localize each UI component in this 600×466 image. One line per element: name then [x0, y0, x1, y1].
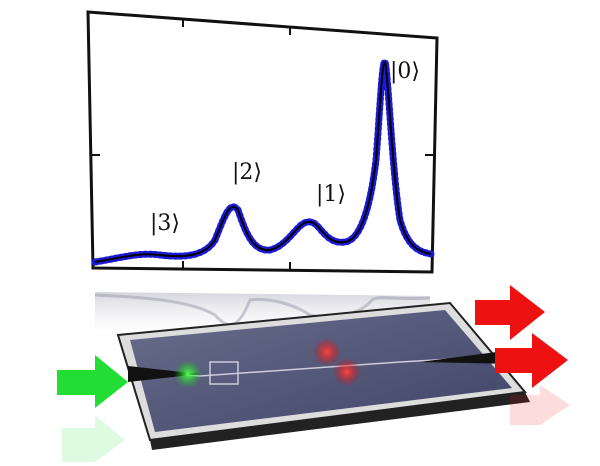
red-spot: [333, 358, 361, 386]
curve-reflection: [94, 293, 431, 327]
peak-label: |0⟩: [390, 59, 420, 84]
frame-ticks: [91, 19, 434, 270]
arrow-reflection: [62, 415, 125, 462]
arrow-reflection: [510, 385, 570, 425]
red-spot: [313, 338, 341, 366]
chip-edge: [150, 392, 530, 450]
output-arrow: [495, 333, 568, 388]
output-arrow: [475, 285, 545, 340]
fit-curve: [94, 60, 432, 263]
plot-frame: [86, 10, 439, 274]
green-spot: [174, 360, 202, 388]
peak-label: |1⟩: [316, 182, 346, 207]
qubit: [209, 361, 239, 385]
chip-surface: [130, 310, 512, 432]
peak-label: |2⟩: [232, 160, 262, 185]
input-arrow: [57, 355, 128, 408]
peak-label: |3⟩: [150, 211, 180, 236]
